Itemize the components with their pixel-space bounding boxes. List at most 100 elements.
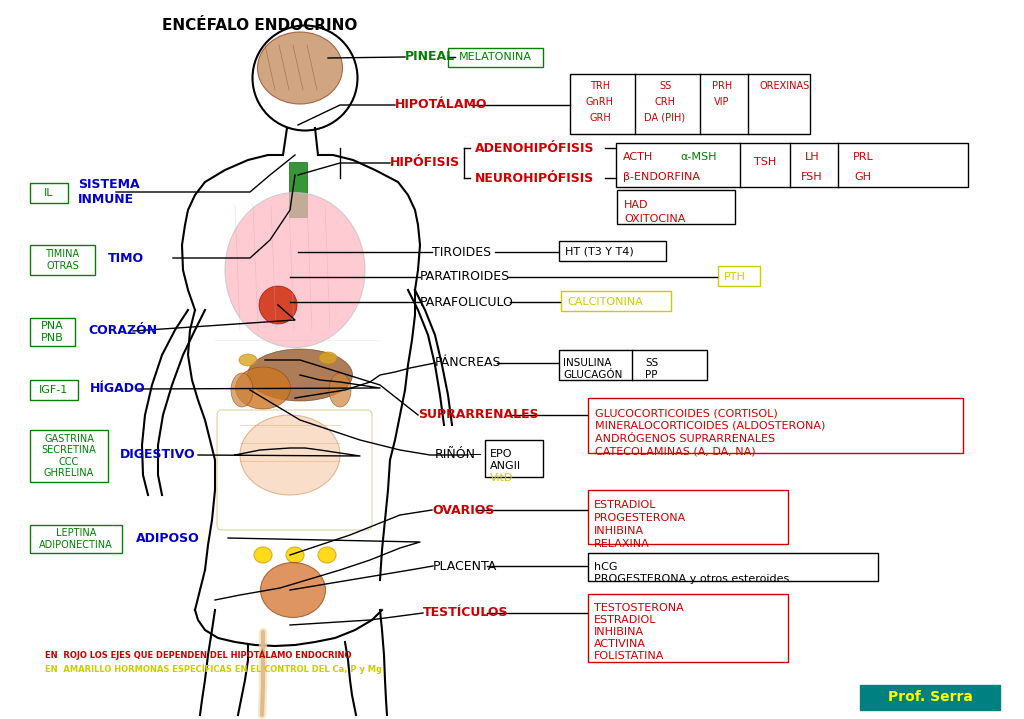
Text: DIGESTIVO: DIGESTIVO xyxy=(120,449,196,462)
FancyBboxPatch shape xyxy=(570,74,810,134)
Ellipse shape xyxy=(225,193,365,347)
Text: ESTRADIOL: ESTRADIOL xyxy=(594,500,656,510)
Text: INHIBINA: INHIBINA xyxy=(594,526,644,536)
Text: ANGII: ANGII xyxy=(490,461,521,471)
Ellipse shape xyxy=(259,286,297,324)
Ellipse shape xyxy=(240,415,340,495)
FancyBboxPatch shape xyxy=(559,350,707,380)
FancyBboxPatch shape xyxy=(617,190,735,224)
Text: HT (T3 Y T4): HT (T3 Y T4) xyxy=(565,246,634,256)
Text: GLUCAGÓN: GLUCAGÓN xyxy=(563,370,623,380)
Text: TESTOSTERONA: TESTOSTERONA xyxy=(594,603,684,613)
Ellipse shape xyxy=(248,349,352,401)
Text: PROGESTERONA y otros esteroides: PROGESTERONA y otros esteroides xyxy=(594,574,790,584)
Text: VitD: VitD xyxy=(490,473,513,483)
Text: SS: SS xyxy=(645,358,658,368)
Text: SISTEMA
INMUNE: SISTEMA INMUNE xyxy=(78,178,139,206)
Text: SS: SS xyxy=(658,81,671,91)
FancyBboxPatch shape xyxy=(30,380,78,400)
Text: PRL: PRL xyxy=(853,152,873,162)
Text: PNA
PNB: PNA PNB xyxy=(41,321,63,343)
Text: NEUROHIPÓFISIS: NEUROHIPÓFISIS xyxy=(475,172,594,185)
Text: FSH: FSH xyxy=(801,172,823,182)
Ellipse shape xyxy=(329,373,351,407)
Ellipse shape xyxy=(318,547,336,563)
FancyBboxPatch shape xyxy=(559,241,666,261)
Text: hCG: hCG xyxy=(594,562,617,572)
Text: GH: GH xyxy=(854,172,871,182)
Text: FOLISTATINA: FOLISTATINA xyxy=(594,651,665,661)
FancyBboxPatch shape xyxy=(616,143,968,187)
Text: ESTRADIOL: ESTRADIOL xyxy=(594,615,656,625)
Text: EN  AMARILLO HORMONAS ESPECÍFICAS EN EL CONTROL DEL Ca, P y Mg: EN AMARILLO HORMONAS ESPECÍFICAS EN EL C… xyxy=(45,663,382,674)
Text: MELATONINA: MELATONINA xyxy=(459,52,532,63)
Ellipse shape xyxy=(239,354,257,366)
Text: DA (PIH): DA (PIH) xyxy=(644,113,685,123)
FancyBboxPatch shape xyxy=(449,48,543,67)
FancyBboxPatch shape xyxy=(588,490,788,544)
Text: IGF-1: IGF-1 xyxy=(39,385,69,395)
Text: RIÑÓN: RIÑÓN xyxy=(435,449,476,462)
Text: VIP: VIP xyxy=(715,97,730,107)
Text: OXITOCINA: OXITOCINA xyxy=(624,214,685,224)
FancyBboxPatch shape xyxy=(718,266,760,286)
Text: MINERALOCORTICOIDES (ALDOSTERONA): MINERALOCORTICOIDES (ALDOSTERONA) xyxy=(595,421,825,431)
Text: LH: LH xyxy=(805,152,819,162)
FancyBboxPatch shape xyxy=(588,553,878,581)
Text: GLUCOCORTICOIDES (CORTISOL): GLUCOCORTICOIDES (CORTISOL) xyxy=(595,408,778,418)
FancyBboxPatch shape xyxy=(30,430,108,482)
Text: Prof. Serra: Prof. Serra xyxy=(888,690,973,704)
Ellipse shape xyxy=(236,367,291,409)
Text: HIPÓFISIS: HIPÓFISIS xyxy=(390,157,460,170)
Text: PARATIROIDES: PARATIROIDES xyxy=(420,270,510,283)
Text: PÁNCREAS: PÁNCREAS xyxy=(435,357,502,370)
FancyBboxPatch shape xyxy=(30,525,122,553)
Text: —: — xyxy=(468,449,480,462)
Text: GRH: GRH xyxy=(589,113,611,123)
Text: β-ENDORFINA: β-ENDORFINA xyxy=(623,172,700,182)
Text: ACTIVINA: ACTIVINA xyxy=(594,639,646,649)
Text: OVARIOS: OVARIOS xyxy=(432,503,495,516)
FancyBboxPatch shape xyxy=(860,685,1000,710)
Text: HAD: HAD xyxy=(624,200,648,210)
Text: CALCITONINA: CALCITONINA xyxy=(567,297,643,307)
Text: LEPTINA
ADIPONECTINA: LEPTINA ADIPONECTINA xyxy=(39,528,113,550)
Text: HIPOTÁLAMO: HIPOTÁLAMO xyxy=(395,99,487,111)
FancyBboxPatch shape xyxy=(485,440,543,477)
Ellipse shape xyxy=(231,373,253,407)
Text: HÍGADO: HÍGADO xyxy=(90,383,145,395)
Text: INHIBINA: INHIBINA xyxy=(594,627,644,637)
Text: ENCÉFALO ENDOCRINO: ENCÉFALO ENDOCRINO xyxy=(163,18,357,33)
Text: PROGESTERONA: PROGESTERONA xyxy=(594,513,686,523)
FancyBboxPatch shape xyxy=(30,318,75,346)
Text: ADIPOSO: ADIPOSO xyxy=(136,531,200,544)
Text: TSH: TSH xyxy=(754,157,776,167)
Text: GnRH: GnRH xyxy=(586,97,614,107)
Ellipse shape xyxy=(260,562,326,618)
Text: TIMINA
OTRAS: TIMINA OTRAS xyxy=(45,249,80,271)
FancyBboxPatch shape xyxy=(289,162,307,217)
Text: EPO: EPO xyxy=(490,449,512,459)
Text: ACTH: ACTH xyxy=(623,152,653,162)
Text: ANDRÓGENOS SUPRARRENALES: ANDRÓGENOS SUPRARRENALES xyxy=(595,434,775,444)
Text: TRH: TRH xyxy=(590,81,610,91)
FancyBboxPatch shape xyxy=(588,398,963,453)
Text: α-MSH: α-MSH xyxy=(680,152,717,162)
FancyBboxPatch shape xyxy=(30,183,68,203)
Text: ADENOHIPÓFISIS: ADENOHIPÓFISIS xyxy=(475,142,595,155)
FancyBboxPatch shape xyxy=(588,594,788,662)
FancyBboxPatch shape xyxy=(561,291,671,311)
Text: RELAXINA: RELAXINA xyxy=(594,539,650,549)
Ellipse shape xyxy=(254,547,272,563)
Text: IL: IL xyxy=(44,188,53,198)
Text: SUPRARRENALES: SUPRARRENALES xyxy=(418,408,539,421)
Text: TIMO: TIMO xyxy=(108,252,144,265)
Text: PTH: PTH xyxy=(724,272,745,282)
Ellipse shape xyxy=(257,32,342,104)
Text: TIROIDES: TIROIDES xyxy=(432,245,492,259)
Ellipse shape xyxy=(319,352,337,364)
Text: PRH: PRH xyxy=(712,81,732,91)
Text: CORAZÓN: CORAZÓN xyxy=(88,324,157,337)
Ellipse shape xyxy=(286,547,304,563)
Text: INSULINA: INSULINA xyxy=(563,358,611,368)
